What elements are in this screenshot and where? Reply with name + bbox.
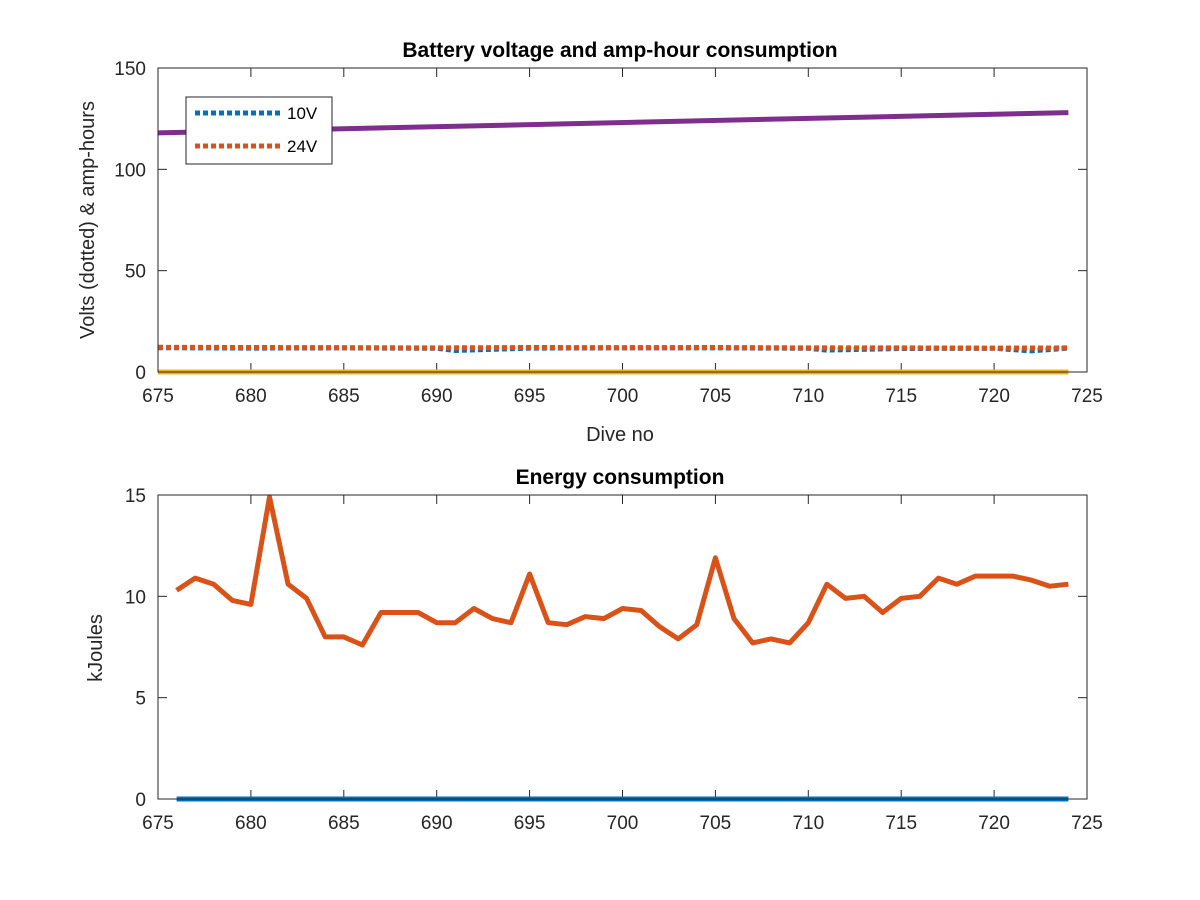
- energy-xtick-label: 680: [235, 813, 267, 834]
- energy-ytick-label: 0: [135, 790, 146, 811]
- legend-label-24v: 24V: [287, 137, 318, 156]
- energy-ytick-label: 10: [125, 587, 146, 608]
- voltage-xtick-label: 710: [792, 386, 824, 407]
- energy-ytick-label: 15: [125, 486, 146, 507]
- energy-xtick-label: 690: [421, 813, 453, 834]
- energy-xtick-label: 710: [792, 813, 824, 834]
- energy-ytick-label: 5: [135, 689, 146, 710]
- energy-xtick-label: 695: [514, 813, 546, 834]
- voltage-xtick-label: 700: [607, 386, 639, 407]
- voltage-xtick-label: 680: [235, 386, 267, 407]
- energy-plot: Energy consumption kJoules 675 680 685 690 6…: [85, 466, 1103, 834]
- voltage-ytick-label: 50: [125, 262, 146, 283]
- voltage-ytick-label: 0: [135, 363, 146, 384]
- voltage-xtick-label: 705: [700, 386, 732, 407]
- voltage-ytick-label: 100: [114, 160, 146, 181]
- energy-plot-ticks: 675 680 685 690 695 700 705 710 715 720 725 0 5 10 15: [125, 486, 1103, 834]
- energy-xtick-label: 725: [1071, 813, 1103, 834]
- voltage-xtick-label: 675: [142, 386, 174, 407]
- energy-plot-title: Energy consumption: [516, 466, 725, 489]
- voltage-xtick-label: 690: [421, 386, 453, 407]
- energy-xtick-label: 705: [700, 813, 732, 834]
- energy-xtick-label: 700: [607, 813, 639, 834]
- energy-series-line-0: [175, 494, 1069, 648]
- voltage-plot: Battery voltage and amp-hour consumption…: [77, 39, 1103, 446]
- energy-xtick-label: 720: [978, 813, 1010, 834]
- voltage-xtick-label: 715: [885, 386, 917, 407]
- legend: 10V 24V: [185, 96, 333, 165]
- voltage-xtick-label: 695: [514, 386, 546, 407]
- energy-plot-ylabel: kJoules: [85, 614, 107, 682]
- energy-plot-series: [175, 494, 1069, 802]
- voltage-xtick-label: 720: [978, 386, 1010, 407]
- energy-xtick-label: 685: [328, 813, 360, 834]
- voltage-series-line-1: [157, 344, 1069, 351]
- voltage-plot-ylabel: Volts (dotted) & amp-hours: [77, 101, 99, 339]
- legend-label-10v: 10V: [287, 104, 318, 123]
- voltage-plot-ticks: 675 680 685 690 695 700 705 710 715 720 725 0 50 100 1…: [114, 59, 1103, 407]
- voltage-plot-title: Battery voltage and amp-hour consumption: [402, 39, 837, 62]
- energy-xtick-label: 675: [142, 813, 174, 834]
- voltage-xtick-label: 725: [1071, 386, 1103, 407]
- voltage-plot-xlabel: Dive no: [586, 424, 654, 446]
- energy-plot-frame: [157, 494, 1088, 800]
- voltage-plot-frame: [157, 67, 1088, 373]
- voltage-ytick-label: 150: [114, 59, 146, 80]
- legend-box: [185, 96, 333, 165]
- voltage-xtick-label: 685: [328, 386, 360, 407]
- energy-xtick-label: 715: [885, 813, 917, 834]
